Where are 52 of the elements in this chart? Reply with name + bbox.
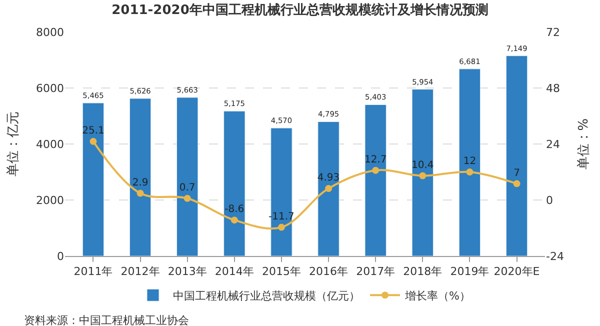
x-tick-label: 2011年: [74, 265, 113, 278]
data-label: 7: [514, 168, 520, 179]
y2-tick-label: 24: [546, 138, 560, 151]
data-label: 12.7: [364, 154, 387, 166]
legend-label: 中国工程机械行业总营收规模（亿元）: [173, 289, 360, 302]
point: [325, 185, 332, 192]
y-tick-label: 4000: [36, 138, 64, 151]
bar: [129, 98, 152, 256]
y-tick-label: 2000: [36, 194, 64, 207]
point: [372, 166, 380, 174]
point: [513, 180, 520, 188]
y2-tick-label: -24: [546, 250, 564, 263]
data-label: 0.7: [179, 182, 196, 194]
x-tick-label: 2019年: [450, 265, 490, 278]
bar: [412, 89, 434, 256]
y2-tick-label: 0: [546, 194, 553, 207]
bar: [82, 102, 104, 256]
bar: [364, 104, 386, 256]
data-label: -8.6: [224, 204, 244, 216]
x-tick-label: 2015年: [262, 265, 301, 278]
x-tick-label: 2016年: [309, 265, 348, 278]
text: 资料来源：中国工程机械工业协会: [24, 314, 189, 326]
bar: [224, 110, 246, 256]
point: [230, 216, 238, 224]
y2-axis-title: 单位：%: [576, 118, 592, 170]
x-tick-label: 2018年: [403, 265, 442, 278]
point: [278, 224, 285, 231]
chart-title: 2011-2020年中国工程机械行业总营收规模统计及增长情况预测: [112, 2, 488, 18]
bar: [506, 56, 528, 256]
x-tick-label: 2014年: [214, 265, 254, 278]
y2-tick-label: 72: [546, 26, 560, 39]
bar: [176, 97, 198, 256]
x-tick-label: 2017年: [356, 265, 396, 278]
bar: [270, 128, 292, 256]
point: [419, 172, 426, 180]
bar: [318, 121, 340, 256]
x-tick-label: 2012年: [120, 265, 160, 278]
point: [136, 190, 144, 197]
y-tick-label: 6000: [36, 82, 64, 95]
point: [184, 194, 191, 202]
y-axis-title: 单位：亿元: [6, 112, 21, 176]
data-label: 2.9: [132, 177, 148, 188]
x-tick-label: 2020年E: [494, 265, 540, 278]
x-tick-label: 2013年: [168, 265, 207, 278]
data-label: 12: [463, 156, 476, 168]
y-tick-label: 0: [57, 250, 64, 263]
bar: [458, 68, 481, 256]
y2-tick-label: 48: [546, 82, 560, 95]
legend-label: 增长率（%）: [404, 289, 470, 302]
point: [466, 168, 474, 176]
y-tick-label: 8000: [36, 26, 64, 39]
point: [90, 138, 97, 145]
